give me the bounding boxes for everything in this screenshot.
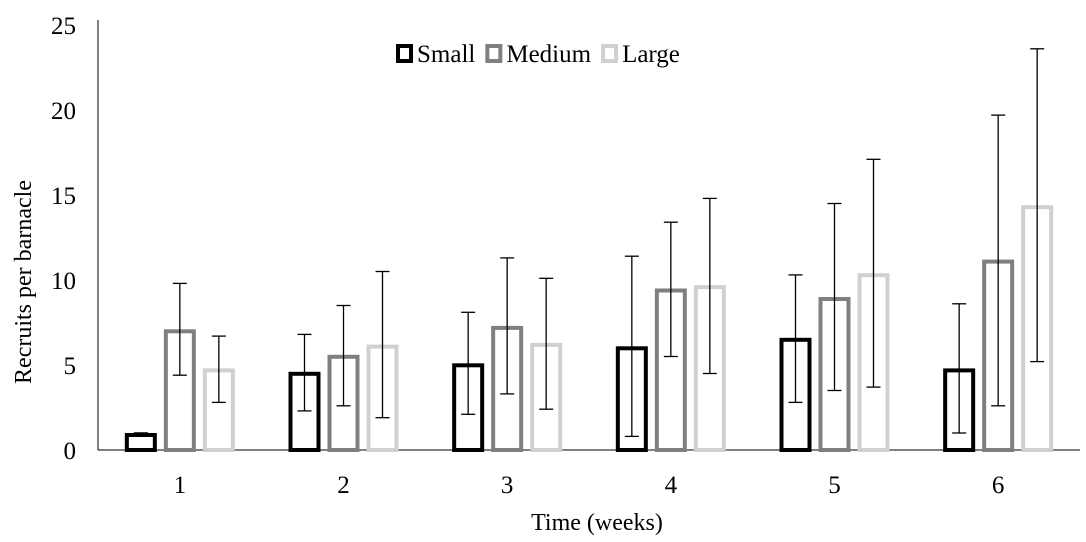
y-axis-title: Recruits per barnacle — [11, 180, 37, 384]
legend-swatch-small — [396, 44, 413, 63]
legend-label-large: Large — [622, 41, 680, 68]
x-tick-label: 4 — [665, 472, 678, 499]
x-tick-label: 6 — [992, 472, 1005, 499]
y-tick-label: 0 — [64, 438, 77, 465]
y-axis: 0 5 10 15 20 25 — [51, 13, 99, 465]
error-bar-small — [461, 311, 476, 415]
bar-small — [124, 433, 157, 452]
error-bar-medium — [500, 257, 515, 395]
error-bar-medium — [336, 304, 351, 407]
x-axis-title: Time (weeks) — [531, 510, 663, 536]
legend-swatch-medium — [485, 44, 503, 63]
error-bar-small — [952, 303, 967, 434]
legend-label-medium: Medium — [506, 41, 591, 68]
error-bar-large — [866, 158, 881, 388]
x-axis: 1 2 3 4 5 6 — [98, 449, 1080, 499]
legend: Small Medium Large — [396, 41, 680, 68]
error-bar-medium — [827, 202, 842, 392]
x-tick-label: 1 — [174, 472, 187, 499]
error-bar-medium — [172, 282, 187, 376]
error-bar-large — [375, 270, 390, 419]
error-bar-large — [1030, 48, 1045, 363]
legend-label-small: Small — [417, 41, 475, 68]
error-bars — [133, 48, 1045, 438]
x-tick-label: 2 — [337, 472, 350, 499]
y-tick-label: 15 — [51, 183, 76, 210]
x-tick-label: 5 — [828, 472, 841, 499]
error-bar-small — [624, 255, 639, 438]
x-tick-label: 3 — [501, 472, 514, 499]
y-tick-label: 20 — [51, 98, 76, 125]
error-bar-small — [297, 333, 312, 412]
error-bar-medium — [663, 221, 678, 358]
error-bar-small — [788, 274, 803, 404]
y-tick-label: 5 — [64, 353, 77, 380]
bars — [124, 205, 1054, 453]
error-bar-large — [211, 335, 226, 404]
error-bar-large — [539, 277, 554, 410]
legend-swatch-large — [601, 44, 619, 63]
y-tick-label: 25 — [51, 13, 76, 40]
error-bar-medium — [991, 114, 1006, 407]
error-bar-large — [702, 197, 717, 375]
y-tick-label: 10 — [51, 268, 76, 295]
